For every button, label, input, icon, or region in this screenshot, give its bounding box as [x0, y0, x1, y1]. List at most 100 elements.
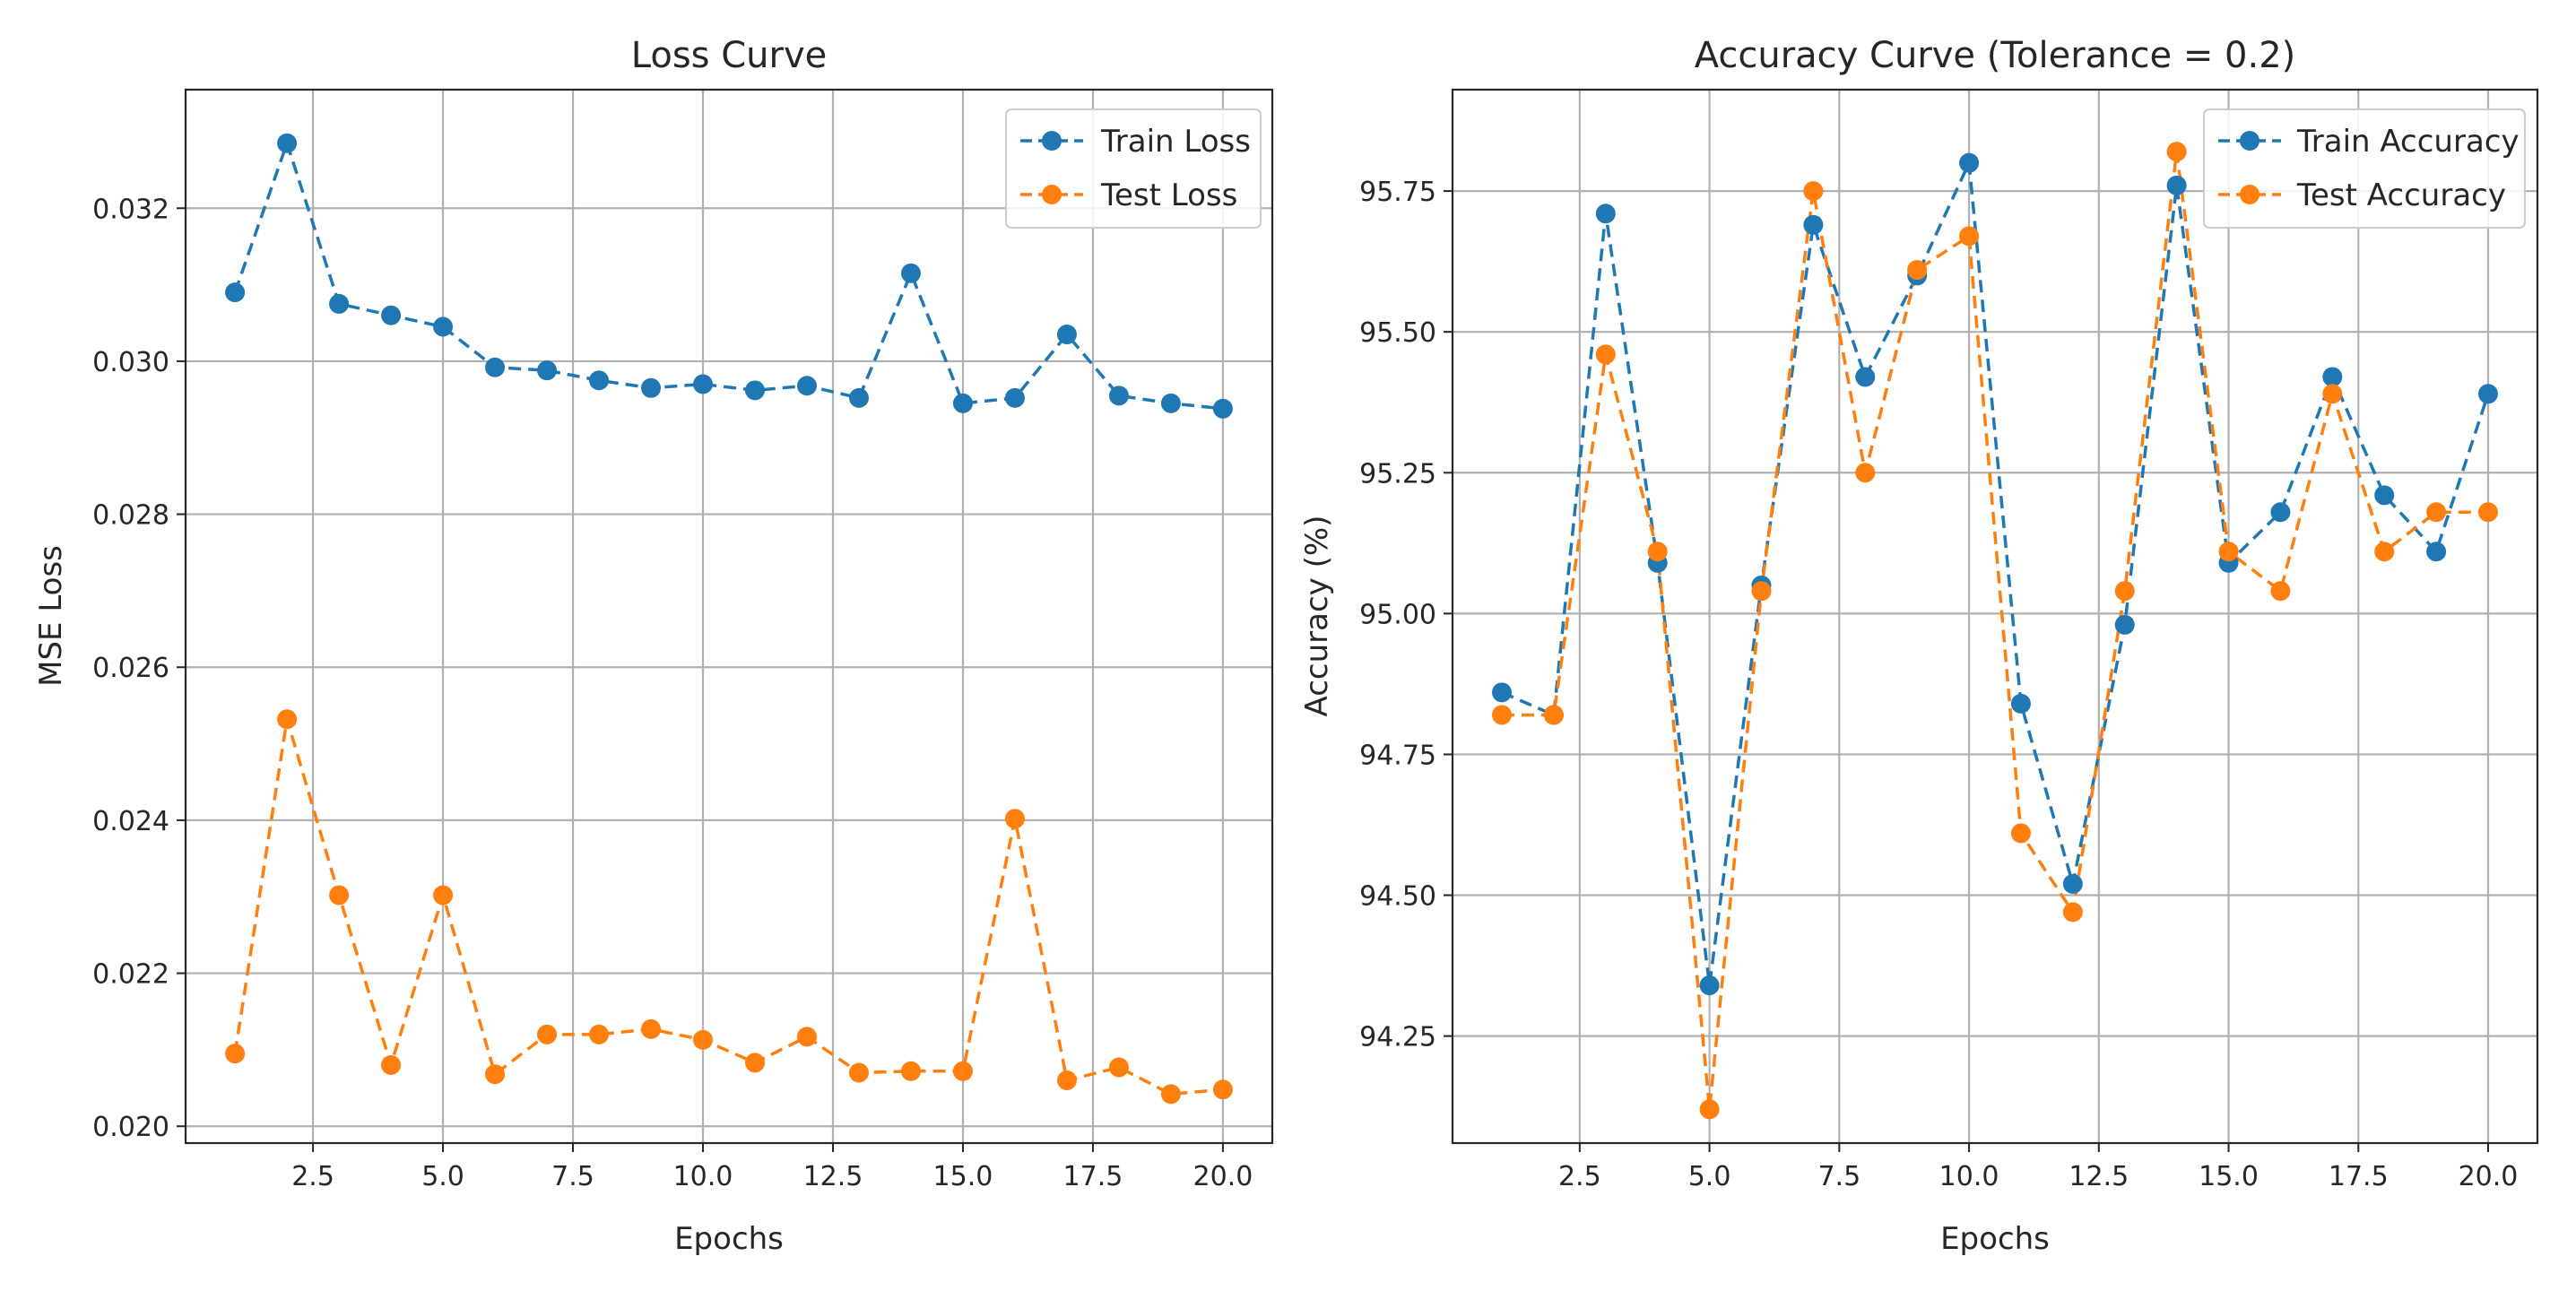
accuracy-test-accuracy-point — [2322, 384, 2343, 404]
accuracy-x-tick-label: 20.0 — [2459, 1161, 2519, 1192]
accuracy-series-lines — [1501, 150, 2490, 1112]
accuracy-x-ticks: 2.5 5.0 7.5 10.0 12.5 15.0 17.5 20.0 — [1558, 1143, 2518, 1192]
accuracy-test-accuracy-point — [2270, 581, 2291, 602]
accuracy-y-ticks: 94.25 94.50 94.75 95.00 95.25 95.50 95.75 — [1359, 177, 1453, 1053]
accuracy-legend-label-test: Test Accuracy — [2296, 178, 2506, 213]
loss-x-tick-label: 7.5 — [551, 1161, 594, 1192]
accuracy-test-accuracy-point — [1803, 181, 1824, 202]
accuracy-legend-marker-train — [2240, 131, 2259, 151]
accuracy-train-accuracy-point — [2010, 693, 2031, 714]
accuracy-test-accuracy-point — [2062, 902, 2083, 923]
loss-train-loss-point — [589, 370, 610, 391]
loss-legend-marker-test — [1042, 185, 1062, 204]
accuracy-x-tick-label: 5.0 — [1688, 1161, 1731, 1192]
loss-x-tick-label: 15.0 — [933, 1161, 993, 1192]
loss-test-loss-point — [329, 885, 350, 905]
loss-y-tick-label: 0.024 — [92, 806, 169, 837]
loss-legend-label-train: Train Loss — [1100, 124, 1251, 160]
loss-train-loss-point — [796, 376, 817, 396]
loss-train-loss-point — [900, 263, 921, 283]
loss-train-loss-point — [1108, 386, 1129, 406]
accuracy-test-accuracy-point — [2426, 502, 2447, 523]
accuracy-train-accuracy-point — [2478, 384, 2498, 404]
loss-test-loss-point — [952, 1061, 973, 1081]
accuracy-legend-label-train: Train Accuracy — [2296, 124, 2520, 160]
accuracy-y-tick-label: 95.75 — [1359, 177, 1436, 208]
loss-series-lines — [233, 141, 1224, 1096]
loss-y-tick-label: 0.026 — [92, 653, 169, 684]
loss-y-axis-label: MSE Loss — [33, 545, 69, 687]
loss-chart: 2.5 5.0 7.5 10.0 12.5 15.0 17.5 20.0 0.020 0.022… — [33, 35, 1274, 1257]
loss-train-loss-point — [225, 282, 246, 303]
accuracy-test-accuracy-point — [1855, 463, 1876, 483]
loss-train-loss-point — [1056, 325, 1077, 345]
loss-test-loss-point — [796, 1027, 817, 1047]
accuracy-test-accuracy-point — [1543, 705, 1564, 725]
accuracy-chart-title: Accuracy Curve (Tolerance = 0.2) — [1695, 35, 2296, 76]
loss-plot-frame — [184, 88, 1274, 1145]
accuracy-test-accuracy-point — [2166, 142, 2187, 162]
accuracy-train-accuracy-point — [1803, 214, 1824, 235]
accuracy-test-accuracy-point — [1699, 1099, 1720, 1120]
accuracy-test-accuracy-line — [1502, 150, 2488, 1112]
loss-legend-marker-train — [1042, 131, 1062, 151]
loss-test-loss-point — [1004, 809, 1025, 829]
loss-y-tick-label: 0.020 — [92, 1112, 169, 1143]
accuracy-y-tick-label: 95.50 — [1359, 317, 1436, 349]
accuracy-x-tick-label: 10.0 — [1939, 1161, 1999, 1192]
loss-legend-label-test: Test Loss — [1100, 178, 1237, 213]
loss-legend: Train Loss Test Loss — [1005, 108, 1262, 229]
accuracy-x-tick-label: 15.0 — [2199, 1161, 2259, 1192]
accuracy-train-accuracy-point — [2322, 367, 2343, 387]
accuracy-test-accuracy-point — [1647, 542, 1668, 562]
accuracy-y-tick-label: 94.50 — [1359, 881, 1436, 913]
loss-train-loss-point — [433, 316, 454, 337]
accuracy-plot-frame — [1451, 88, 2539, 1145]
loss-test-loss-point — [485, 1064, 506, 1085]
loss-train-loss-point — [1004, 387, 1025, 408]
accuracy-x-axis-label: Epochs — [1940, 1221, 2050, 1257]
loss-test-loss-point — [537, 1024, 558, 1044]
accuracy-x-tick-label: 2.5 — [1558, 1161, 1601, 1192]
accuracy-train-accuracy-point — [2166, 175, 2187, 195]
loss-test-loss-point — [641, 1018, 662, 1039]
loss-y-tick-label: 0.030 — [92, 347, 169, 378]
loss-train-loss-point — [641, 377, 662, 398]
loss-test-loss-point — [744, 1053, 765, 1073]
accuracy-legend: Train Accuracy Test Accuracy — [2203, 108, 2526, 229]
accuracy-legend-box — [2203, 108, 2526, 229]
accuracy-train-accuracy-point — [2374, 485, 2395, 506]
accuracy-test-accuracy-point — [2114, 581, 2135, 602]
loss-test-loss-point — [1056, 1070, 1077, 1091]
loss-y-ticks: 0.020 0.022 0.024 0.026 0.028 0.030 0.032 — [92, 194, 186, 1143]
loss-test-loss-point — [589, 1024, 610, 1044]
loss-x-tick-label: 20.0 — [1193, 1161, 1253, 1192]
accuracy-train-accuracy-point — [2426, 542, 2447, 562]
loss-test-loss-point — [1212, 1079, 1233, 1100]
loss-x-tick-label: 10.0 — [673, 1161, 733, 1192]
accuracy-train-accuracy-point — [1699, 975, 1720, 996]
accuracy-test-accuracy-point — [1751, 581, 1772, 602]
accuracy-test-accuracy-point — [1959, 226, 1980, 247]
loss-train-loss-point — [1160, 393, 1181, 413]
accuracy-train-accuracy-point — [1595, 204, 1616, 224]
loss-chart-title: Loss Curve — [631, 35, 827, 76]
loss-test-loss-point — [225, 1044, 246, 1064]
accuracy-test-accuracy-point — [2218, 542, 2239, 562]
accuracy-y-tick-label: 95.25 — [1359, 458, 1436, 490]
loss-test-loss-point — [693, 1029, 714, 1050]
accuracy-chart: 2.5 5.0 7.5 10.0 12.5 15.0 17.5 20.0 94.25 94.50… — [1299, 35, 2539, 1257]
accuracy-train-accuracy-line — [1501, 160, 2490, 987]
loss-train-loss-point — [1212, 398, 1233, 419]
accuracy-train-accuracy-point — [1492, 682, 1512, 703]
accuracy-y-tick-label: 94.25 — [1359, 1022, 1436, 1053]
accuracy-test-accuracy-point — [1595, 344, 1616, 365]
accuracy-test-accuracy-point — [1907, 260, 1928, 281]
accuracy-train-accuracy-point — [2270, 502, 2291, 523]
loss-train-loss-line — [233, 141, 1224, 411]
loss-test-loss-point — [381, 1054, 402, 1075]
accuracy-y-tick-label: 94.75 — [1359, 740, 1436, 771]
loss-train-loss-point — [693, 374, 714, 394]
loss-test-loss-point — [1160, 1084, 1181, 1105]
loss-train-loss-point — [329, 293, 350, 314]
